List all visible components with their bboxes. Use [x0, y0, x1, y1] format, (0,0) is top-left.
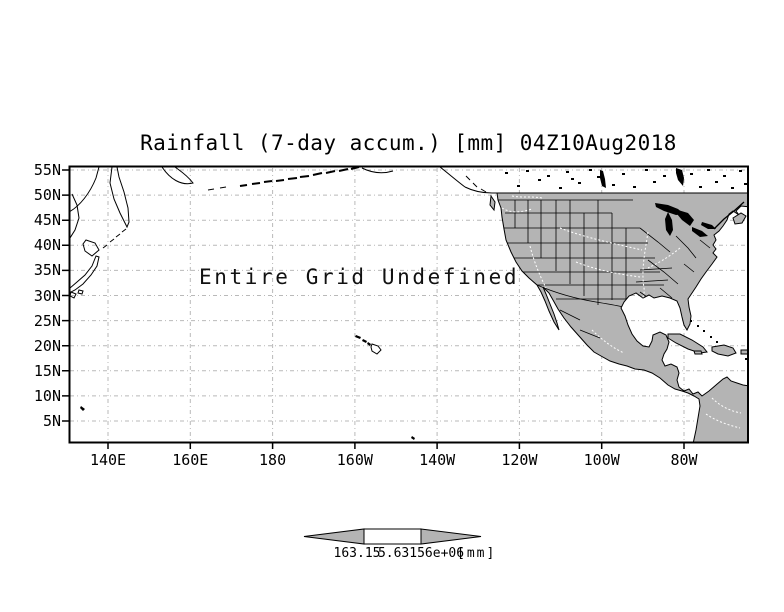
grid-undefined-annotation: Entire Grid Undefined: [199, 265, 520, 289]
lat-axis-label: 35N: [33, 261, 61, 280]
sakhalin-island: [70, 193, 80, 239]
great-lakes: [655, 203, 716, 237]
hokkaido-island: [82, 239, 100, 257]
lon-axis-label: 140W: [419, 451, 456, 469]
kuril-islands: [102, 228, 127, 249]
nova-scotia: [732, 212, 747, 225]
st-lawrence-river: [713, 201, 745, 230]
colorbar-right-arrow: [420, 528, 482, 545]
lat-axis-label: 55N: [33, 161, 61, 179]
okhotsk-coast: [70, 167, 100, 212]
rivers: [501, 193, 742, 429]
hawaii-big-island: [370, 343, 382, 355]
colorbar-left-arrow: [303, 528, 365, 545]
lon-tick-marks: [107, 443, 685, 449]
plot-frame: [68, 165, 749, 444]
commander-islands: [207, 186, 227, 191]
lake-erie: [692, 227, 708, 237]
lake-superior: [655, 203, 684, 215]
vancouver-island: [489, 194, 496, 212]
lat-tick-marks: [62, 169, 69, 422]
lat-axis-label: 5N: [42, 412, 61, 430]
caribbean-islands: [667, 333, 747, 357]
river-lines: [501, 193, 742, 429]
lon-axis-label: 180: [259, 451, 287, 469]
hawaii-islands: [355, 335, 382, 355]
hawaii-small-islands: [355, 335, 371, 346]
lake-winnipeg: [600, 170, 606, 188]
lake-huron: [677, 210, 694, 226]
hispaniola: [711, 344, 737, 357]
lat-axis-label: 50N: [33, 186, 61, 205]
cuba: [667, 333, 708, 354]
kamchatka-peninsula: [109, 167, 130, 229]
ocean-island-specks: [80, 406, 415, 440]
puerto-rico: [740, 349, 747, 355]
lon-axis-label: 160W: [336, 451, 373, 469]
colorbar-center-cell: [363, 528, 422, 545]
colorbar: [303, 528, 482, 545]
honshu-island: [70, 255, 100, 294]
lake-ontario: [701, 222, 716, 229]
jamaica: [693, 350, 703, 355]
lon-axis-label: 160E: [172, 451, 209, 469]
state-lines-vertical: [514, 200, 627, 305]
lat-axis-label: 20N: [33, 336, 61, 355]
colorbar-max-label: 5.63156e+06: [377, 546, 465, 561]
lat-axis-label: 10N: [33, 386, 61, 405]
state-lines-horizontal: [503, 212, 664, 300]
aleutian-islands: [239, 167, 360, 187]
james-bay: [676, 168, 684, 186]
colorbar-min-label: 163.15: [333, 546, 381, 561]
lat-axis-label: 25N: [33, 311, 61, 330]
colorbar-units-label: [mm]: [457, 546, 497, 561]
lat-axis-label: 40N: [33, 236, 61, 255]
bahamas-antilles-specks: [690, 320, 747, 366]
lon-axis-label: 100W: [583, 451, 620, 469]
lon-axis-label: 120W: [501, 451, 538, 469]
lake-specks: [505, 169, 747, 189]
lat-axis-label: 45N: [33, 211, 61, 230]
lat-axis-label: 15N: [33, 361, 61, 380]
lon-axis-label: 140E: [89, 451, 127, 469]
alaska-coast: [361, 167, 466, 188]
state-borders: [497, 199, 711, 339]
asia-coastlines: [70, 167, 497, 299]
north-america-landmass: [496, 192, 747, 442]
canada-lakes-specks: [505, 168, 747, 189]
chukotka-coast: [161, 167, 194, 185]
plot-title: Rainfall (7-day accum.) [mm] 04Z10Aug201…: [140, 131, 677, 155]
lat-axis-label: 30N: [33, 286, 61, 305]
lon-axis-label: 80W: [670, 451, 698, 469]
lake-michigan: [665, 212, 673, 236]
bc-coast: [464, 175, 497, 194]
